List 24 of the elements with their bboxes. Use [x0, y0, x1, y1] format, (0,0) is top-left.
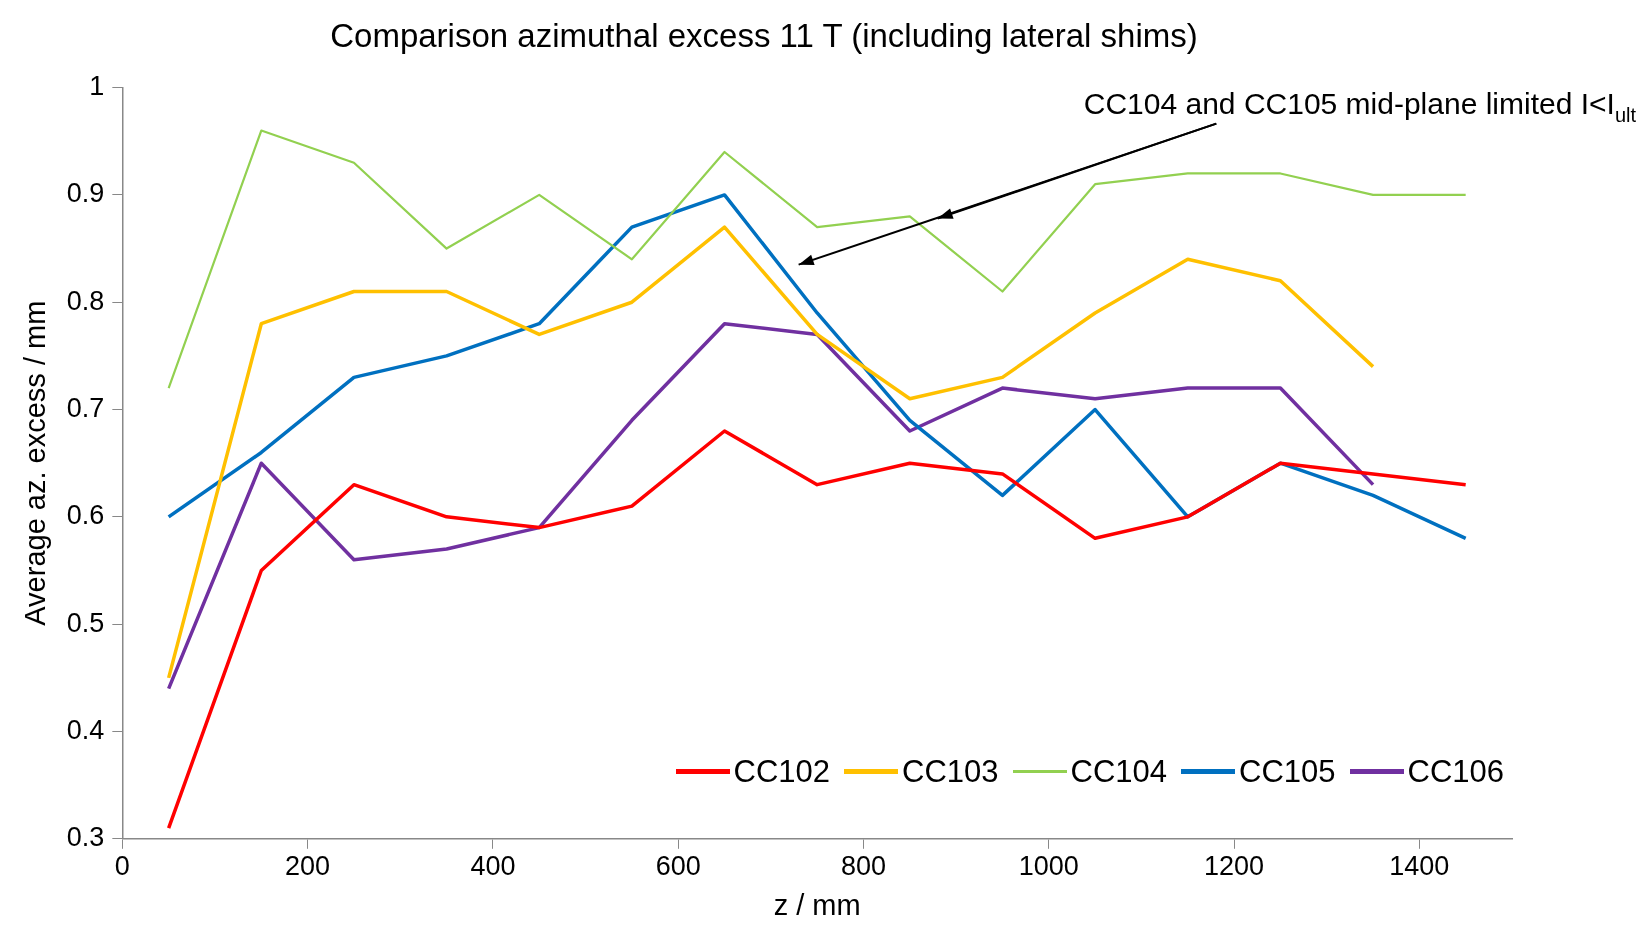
y-tick-label: 0.9 [66, 178, 105, 209]
x-tick-label: 600 [655, 851, 701, 882]
legend-label: CC105 [1239, 753, 1336, 790]
x-tick-label: 400 [470, 851, 516, 882]
y-tick-label: 0.3 [66, 822, 105, 853]
y-tick-label: 0.8 [66, 285, 105, 316]
x-tick-label: 1400 [1389, 851, 1450, 882]
chart-title: Comparison azimuthal excess 11 T (including lateral shims) [330, 16, 1198, 54]
y-tick-label: 0.7 [66, 393, 105, 423]
y-tick-label: 0.4 [66, 714, 105, 745]
x-axis-title: z / mm [773, 888, 861, 921]
y-tick-label: 1 [89, 71, 105, 102]
x-tick-label: 1200 [1204, 851, 1265, 882]
x-tick-label: 800 [840, 851, 887, 882]
legend-label: CC103 [902, 753, 999, 790]
x-tick-label: 1000 [1018, 851, 1079, 882]
legend-label: CC102 [733, 753, 830, 790]
y-tick-label: 0.6 [66, 500, 105, 531]
legend-label: CC104 [1070, 753, 1167, 790]
y-axis-title: Average az. excess / mm [19, 300, 52, 626]
y-tick-label: 0.5 [66, 607, 105, 638]
x-tick-label: 0 [114, 851, 130, 882]
x-tick-label: 200 [285, 851, 331, 882]
legend-label: CC106 [1407, 753, 1504, 790]
